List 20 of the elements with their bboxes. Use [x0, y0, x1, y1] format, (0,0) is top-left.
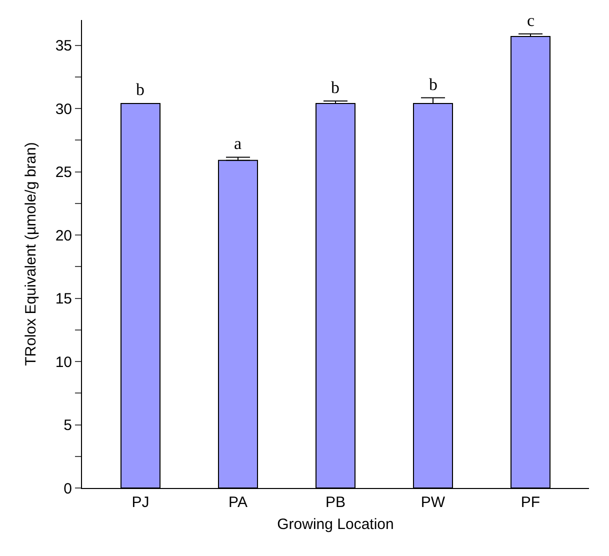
y-tick-label: 30	[55, 100, 72, 118]
x-tick-label: PW	[420, 494, 446, 511]
y-tick-label: 5	[64, 417, 72, 434]
annotation: a	[234, 134, 242, 153]
y-tick-label: 15	[55, 290, 72, 308]
x-tick-label: PB	[325, 494, 346, 511]
y-tick-label: 35	[55, 38, 72, 55]
y-tick-label: 0	[64, 480, 72, 498]
x-tick-label: PF	[520, 494, 540, 511]
y-tick-label: 20	[55, 227, 72, 244]
y-tick-label: 25	[55, 164, 72, 182]
y-axis-title: TRolox Equivalent (µmole/g bran)	[22, 142, 40, 366]
x-tick-label: PA	[228, 494, 248, 511]
y-tick-label: 10	[55, 354, 72, 371]
annotation: b	[331, 78, 340, 97]
annotation: b	[136, 80, 144, 99]
annotation: c	[527, 11, 535, 30]
x-axis-title: Growing Location	[277, 516, 394, 533]
annotation: b	[429, 75, 438, 94]
x-tick-label: PJ	[132, 494, 150, 511]
